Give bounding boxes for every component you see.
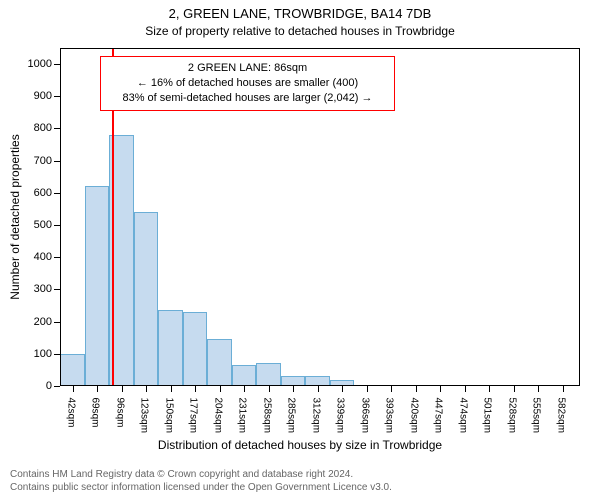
annotation-box: 2 GREEN LANE: 86sqm ← 16% of detached ho…: [100, 56, 395, 111]
y-tick-label: 200: [34, 316, 52, 328]
y-axis-label: Number of detached properties: [8, 134, 22, 299]
y-tick: [54, 257, 60, 258]
x-tick: [514, 386, 515, 392]
annotation-line-2: ← 16% of detached houses are smaller (40…: [109, 76, 386, 91]
x-tick-label: 69sqm: [90, 398, 101, 428]
x-tick: [367, 386, 368, 392]
y-tick-label: 700: [34, 155, 52, 167]
chart-container: 2, GREEN LANE, TROWBRIDGE, BA14 7DB Size…: [0, 0, 600, 500]
x-tick-label: 285sqm: [286, 398, 297, 434]
x-tick-label: 312sqm: [310, 398, 321, 434]
histogram-bar: [207, 339, 232, 386]
y-tick-label: 600: [34, 187, 52, 199]
x-tick-label: 96sqm: [114, 398, 125, 428]
x-tick-label: 177sqm: [188, 398, 199, 434]
x-tick: [146, 386, 147, 392]
annotation-line-1: 2 GREEN LANE: 86sqm: [109, 61, 386, 76]
x-tick-label: 474sqm: [457, 398, 468, 434]
x-tick-label: 339sqm: [335, 398, 346, 434]
y-tick: [54, 225, 60, 226]
x-tick-label: 501sqm: [482, 398, 493, 434]
footer-line-2: Contains public sector information licen…: [10, 481, 392, 494]
x-tick-label: 42sqm: [65, 398, 76, 428]
x-tick: [195, 386, 196, 392]
y-tick: [54, 64, 60, 65]
y-tick: [54, 322, 60, 323]
x-tick: [122, 386, 123, 392]
x-tick: [342, 386, 343, 392]
x-tick: [97, 386, 98, 392]
x-tick: [440, 386, 441, 392]
y-tick-label: 500: [34, 219, 52, 231]
histogram-bar: [281, 376, 306, 386]
x-tick-label: 231sqm: [237, 398, 248, 434]
y-tick: [54, 193, 60, 194]
x-tick: [269, 386, 270, 392]
x-tick-label: 150sqm: [163, 398, 174, 434]
y-tick-label: 1000: [28, 58, 52, 70]
x-tick: [489, 386, 490, 392]
y-tick-label: 400: [34, 251, 52, 263]
x-tick: [293, 386, 294, 392]
x-tick-label: 420sqm: [408, 398, 419, 434]
x-tick: [563, 386, 564, 392]
histogram-bar: [158, 310, 183, 386]
chart-title-line2: Size of property relative to detached ho…: [0, 24, 600, 38]
y-tick: [54, 128, 60, 129]
x-tick-label: 393sqm: [384, 398, 395, 434]
attribution-footer: Contains HM Land Registry data © Crown c…: [10, 468, 392, 494]
histogram-bar: [183, 312, 208, 386]
histogram-bar: [134, 212, 159, 386]
x-tick-label: 258sqm: [261, 398, 272, 434]
x-tick-label: 204sqm: [212, 398, 223, 434]
chart-title-line1: 2, GREEN LANE, TROWBRIDGE, BA14 7DB: [0, 6, 600, 21]
footer-line-1: Contains HM Land Registry data © Crown c…: [10, 468, 392, 481]
x-tick: [318, 386, 319, 392]
annotation-line-3: 83% of semi-detached houses are larger (…: [109, 91, 386, 106]
y-tick: [54, 354, 60, 355]
y-tick-label: 800: [34, 122, 52, 134]
x-tick-label: 582sqm: [555, 398, 566, 434]
y-tick: [54, 289, 60, 290]
x-tick: [171, 386, 172, 392]
x-axis-label: Distribution of detached houses by size …: [0, 438, 600, 452]
y-tick-label: 0: [46, 380, 52, 392]
histogram-bar: [232, 365, 257, 386]
x-tick: [391, 386, 392, 392]
x-tick: [73, 386, 74, 392]
y-tick-label: 900: [34, 90, 52, 102]
histogram-bar: [85, 186, 110, 386]
histogram-bar: [305, 376, 330, 386]
x-tick: [244, 386, 245, 392]
x-tick-label: 447sqm: [433, 398, 444, 434]
y-tick: [54, 96, 60, 97]
x-tick-label: 366sqm: [359, 398, 370, 434]
x-tick-label: 528sqm: [506, 398, 517, 434]
y-tick: [54, 161, 60, 162]
histogram-bar: [60, 354, 85, 386]
y-tick-label: 100: [34, 348, 52, 360]
x-tick-label: 555sqm: [531, 398, 542, 434]
y-tick: [54, 386, 60, 387]
histogram-bar: [256, 363, 281, 386]
x-tick: [220, 386, 221, 392]
x-tick: [538, 386, 539, 392]
y-tick-label: 300: [34, 283, 52, 295]
x-tick-label: 123sqm: [139, 398, 150, 434]
x-tick: [416, 386, 417, 392]
x-tick: [465, 386, 466, 392]
